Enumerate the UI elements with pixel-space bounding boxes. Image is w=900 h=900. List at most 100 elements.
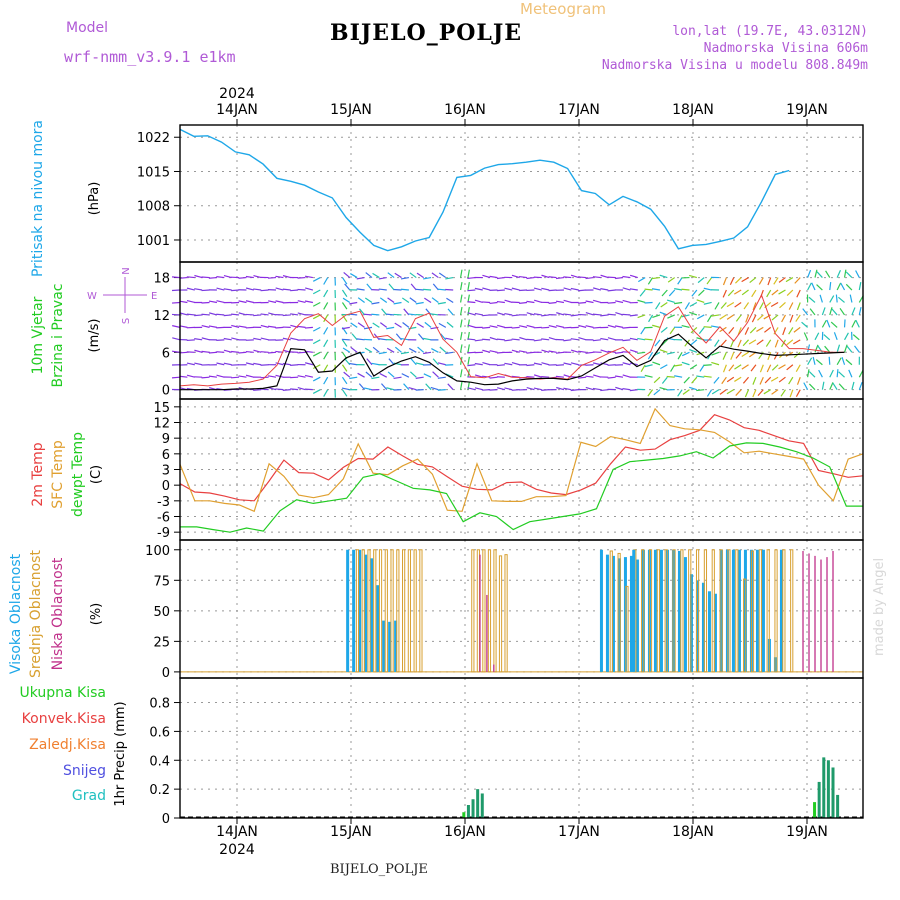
cloud-high-bar [599,549,603,672]
cloud-high-bar [370,558,374,672]
cloud-mid-bar [766,549,770,673]
cloud-mid-bar [664,549,668,673]
ytick-label: 75 [153,574,170,589]
precip-bar [831,767,835,818]
station-elevation: Nadmorska Visina 606m [703,41,868,56]
precip-bar [822,757,826,818]
ytick-label: 1001 [137,234,170,249]
wind-speed-line [180,333,845,391]
ylabel-temp-sfc: SFC Temp [50,440,66,509]
cloud-high-bar [689,574,693,672]
cloud-mid-bar [407,549,411,673]
cloud-mid-bar [758,549,762,673]
ylabel-cloud-high: Visoka Oblacnost [8,553,24,674]
ylabel-precip: 1hr Precip (mm) [113,701,128,806]
cloud-mid-bar [790,549,794,673]
ylabel-dewpt: dewpt Temp [70,432,86,517]
cloud-high-bar [779,549,783,672]
panel-frame [179,677,864,819]
cloud-high-bar [755,549,759,672]
cloud-mid-bar [688,549,692,673]
ylabel-wind-1: 10m Vjetar [30,296,46,374]
precip-bar [813,802,817,818]
compass-west: W [87,291,97,302]
xtick-label-top: 14JAN [216,102,258,118]
cloud-high-bar [352,549,356,672]
cloud-high-bar [653,549,657,672]
ylabel-unit: (hPa) [87,182,102,216]
cloud-mid-bar [719,549,723,673]
ytick-label: 9 [162,432,170,447]
cloud-mid-bar [402,549,406,673]
precip-bar [466,805,470,818]
xtick-label-bottom: 18JAN [672,824,714,840]
cloud-mid-bar [735,549,739,673]
ytick-label: 1008 [137,200,170,215]
precip-legend-entry: Ukupna Kisa [19,685,106,701]
cloud-mid-bar [672,549,676,673]
precip-bar [836,794,840,818]
made-by-text: made by Angel [872,558,887,656]
cloud-mid-bar [504,554,508,673]
cloud-mid-bar [498,555,503,673]
ytick-label: 0 [162,812,170,827]
meteogram-label: Meteogram [520,0,606,18]
ytick-label: 12 [153,417,170,432]
panel-frame [179,539,864,679]
precip-legend-entry: Zaledj.Kisa [29,737,106,753]
ytick-label: 1022 [137,131,170,146]
ytick-label: -3 [157,495,170,510]
wind-gust-line [179,293,845,387]
location-coordinates: lon,lat (19.7E, 43.0312N) [672,24,868,39]
chart-title: BIJELO_POLJE [330,20,523,46]
cloud-mid-bar [373,549,377,673]
cloud-high-bar [376,585,380,672]
cloud-high-bar [713,593,717,672]
ytick-label: -9 [157,526,170,541]
cloud-high-bar [382,620,386,672]
cloud-mid-bar [782,549,786,673]
cloud-mid-bar [471,549,475,673]
cloud-high-bar [629,555,633,672]
cloud-mid-bar [355,549,360,673]
ylabel-temp-2m: 2m Temp [30,442,46,506]
compass-south: S [121,318,132,324]
cloud-mid-bar [641,549,645,673]
ytick-label: 3 [162,464,170,479]
precip-legend-entry: Snijeg [63,763,106,779]
xtick-label-bottom: 14JAN [216,824,258,840]
cloud-high-bar [773,657,777,672]
compass-east: E [151,291,157,302]
cloud-mid-bar [750,550,755,673]
ytick-label: -6 [157,511,170,526]
xtick-label-top: 16JAN [444,102,486,118]
precip-bar [480,793,484,818]
ytick-label: 0 [162,479,170,494]
year-label-bottom: 2024 [219,842,255,858]
cloud-mid-bar [396,549,400,673]
ytick-label: 1015 [137,165,170,180]
cloud-high-bar [731,549,735,672]
ylabel-unit: (m/s) [87,319,102,353]
xtick-label-bottom: 17JAN [558,824,600,840]
cloud-mid-bar [648,549,653,673]
cloud-mid-bar [378,549,383,673]
wind-arrow-field [171,269,864,398]
cloud-high-bar [707,591,711,672]
cloud-high-bar [683,557,687,672]
precip-legend-entry: Grad [72,788,106,804]
ytick-label: 0 [162,384,170,399]
ylabel-unit: (C) [89,465,104,484]
ytick-label: 6 [162,346,170,361]
compass-north: N [121,267,132,274]
cloud-mid-bar [384,549,388,673]
ytick-label: 50 [153,605,170,620]
cloud-high-bar [358,549,362,672]
ytick-label: 100 [145,544,170,559]
xtick-label-bottom: 16JAN [444,824,486,840]
cloud-mid-bar [617,552,621,673]
ylabel-wind-2: Brzina i Pravac [50,284,66,388]
year-label-top: 2024 [219,86,255,102]
precip-bar [476,789,480,818]
